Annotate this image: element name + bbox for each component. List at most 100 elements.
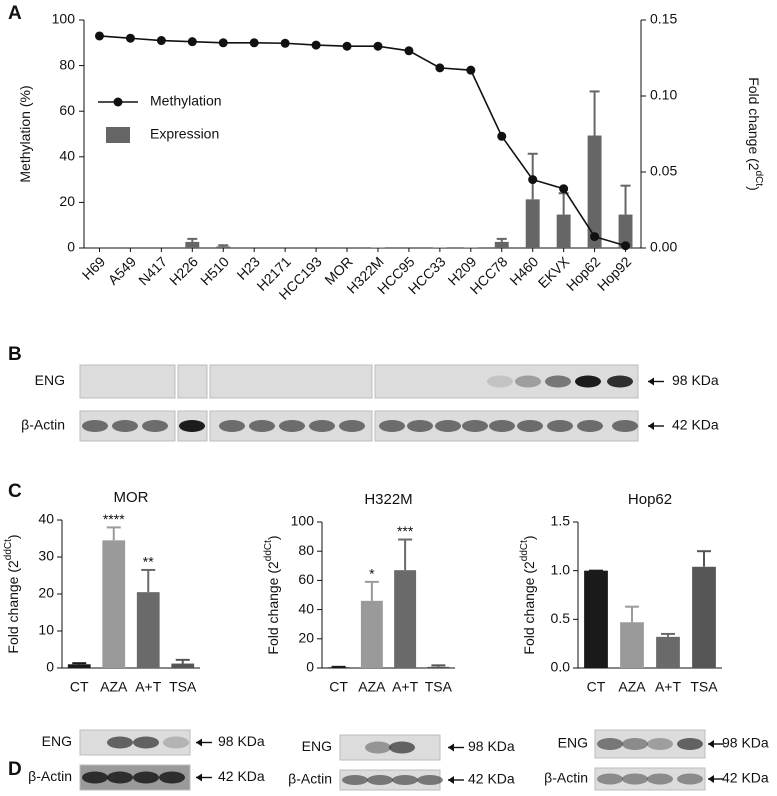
blot-band [367, 775, 393, 785]
x-tick-label: H226 [166, 253, 201, 288]
point [559, 184, 569, 194]
blot-size-label: 98 KDa [672, 372, 719, 388]
legend-label: Methylation [150, 93, 222, 109]
axis-label-part: Fold change (2 [5, 560, 21, 654]
blot-row-label: ENG [558, 735, 588, 751]
y-tick-label: 80 [59, 56, 75, 72]
blot-band [577, 420, 603, 432]
y-tick-label: 1.0 [551, 561, 571, 577]
x-tick-label: A+T [392, 679, 419, 695]
point [280, 38, 290, 48]
blot-band [407, 420, 433, 432]
blot-row-label: ENG [302, 738, 332, 754]
blot-band [163, 736, 189, 749]
y-tick-label: 0 [67, 239, 75, 255]
y2-tick-label: 0.05 [650, 163, 677, 179]
y-tick-label: 40 [298, 600, 314, 616]
point [435, 63, 445, 73]
x-tick-label: TSA [690, 679, 718, 695]
blot-row-label: ENG [42, 733, 72, 749]
axis-label-part: Fold change (2 [265, 561, 281, 655]
point [373, 41, 383, 51]
arrow-head [196, 773, 202, 782]
x-tick-label: N417 [135, 253, 170, 288]
axis-label: Fold change (2dCt) [746, 77, 764, 191]
bar [620, 622, 644, 668]
point [311, 40, 321, 50]
bar [494, 241, 509, 248]
blot-size-label: 42 KDa [218, 768, 265, 784]
axis-label: Fold change (2ddCt) [519, 535, 537, 654]
blot-band [339, 420, 365, 432]
x-tick-label: A+T [135, 679, 162, 695]
blot-band [677, 773, 703, 785]
bar [394, 570, 417, 668]
blot-band [417, 775, 443, 785]
x-tick-label: CT [329, 679, 348, 695]
bar [584, 570, 608, 668]
x-tick-label: TSA [425, 679, 453, 695]
y-tick-label: 10 [38, 622, 54, 638]
x-tick-label: H460 [506, 253, 541, 288]
blot-band [379, 420, 405, 432]
blot-band [179, 420, 205, 432]
significance: *** [397, 523, 414, 539]
blot-band [159, 771, 185, 784]
blot-band [597, 738, 623, 750]
blot-band [435, 420, 461, 432]
y2-tick-label: 0.00 [650, 239, 677, 255]
blot-band [487, 375, 513, 388]
y-tick-label: 20 [59, 193, 75, 209]
significance: ** [143, 554, 154, 570]
blot-band [365, 741, 391, 754]
axis-label-part: ) [5, 534, 21, 539]
axis-label: Fold change (2ddCt) [263, 535, 281, 654]
blot-band [597, 773, 623, 785]
bar [216, 246, 231, 248]
point [497, 131, 507, 141]
axis-label-part: ddCt [519, 540, 530, 561]
blot-band [647, 773, 673, 785]
chart-title: H322M [364, 491, 412, 508]
y-tick-label: 0 [306, 659, 314, 675]
blot-panel [79, 364, 176, 399]
point [94, 31, 104, 41]
bar [136, 592, 160, 668]
y2-tick-label: 0.15 [650, 11, 677, 27]
arrow-head [708, 740, 714, 748]
blot-band [112, 420, 138, 432]
y-tick-label: 80 [298, 542, 314, 558]
y-tick-label: 1.5 [551, 513, 571, 529]
x-tick-label: Hop92 [594, 253, 635, 294]
blot-band [133, 736, 159, 749]
bar [587, 135, 602, 248]
chart-title: MOR [114, 489, 149, 506]
blot-band [392, 775, 418, 785]
axis-label-part: Fold change (2 [521, 561, 537, 655]
blot-band [622, 773, 648, 785]
x-tick-label: A549 [105, 253, 140, 288]
blot-row-label: β-Actin [21, 417, 65, 433]
blot-band [249, 420, 275, 432]
y-tick-label: 40 [59, 148, 75, 164]
point [156, 36, 166, 46]
blot-band [489, 420, 515, 432]
x-tick-label: AZA [358, 679, 386, 695]
blot-band [462, 420, 488, 432]
y-tick-label: 20 [38, 585, 54, 601]
y-tick-label: 60 [59, 102, 75, 118]
panel-label: C [8, 481, 22, 502]
axis-label-part: ddCt [263, 540, 274, 561]
x-tick-label: AZA [100, 679, 128, 695]
x-tick-label: CT [70, 679, 89, 695]
panel-label: B [8, 344, 22, 365]
y-tick-label: 0.5 [551, 610, 571, 626]
bar [102, 540, 126, 668]
y-tick-label: 60 [298, 571, 314, 587]
blot-band [677, 738, 703, 750]
x-tick-label: AZA [618, 679, 646, 695]
bar [692, 566, 716, 668]
arrow-head [708, 775, 714, 783]
axis-label-part: ddCt [3, 539, 14, 560]
